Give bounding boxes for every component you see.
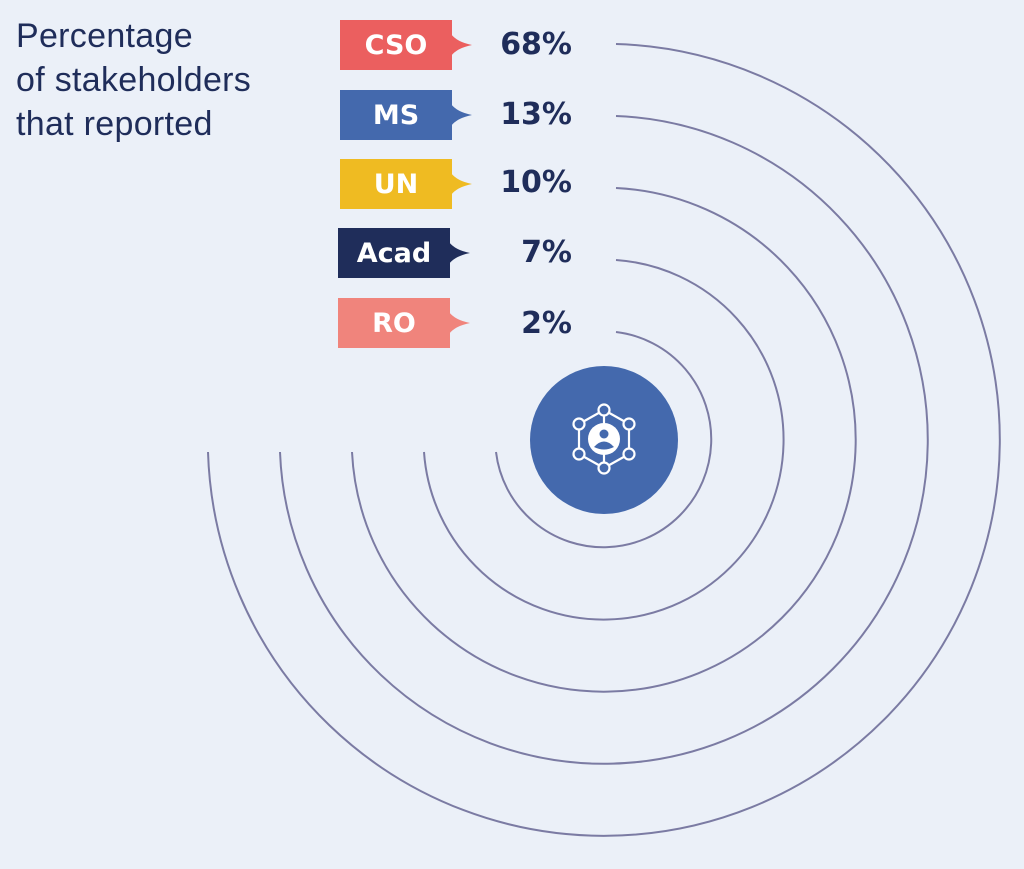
ring-acad (423, 259, 785, 621)
title-line-2: of stakeholders (16, 61, 252, 99)
pointer-un (451, 173, 472, 195)
chart-title: Percentage of stakeholders that reported (16, 14, 251, 146)
title-line-3: that reported (16, 105, 213, 143)
value-ms: 13% (500, 97, 572, 132)
title-line-1: Percentage (16, 17, 193, 55)
value-acad: 7% (521, 235, 572, 270)
ring-ro (495, 331, 713, 549)
label-un: UN (340, 159, 452, 209)
ring-ms (279, 115, 929, 765)
value-un: 10% (500, 165, 572, 200)
value-cso: 68% (500, 27, 572, 62)
ring-un (351, 187, 857, 693)
network-user-icon (572, 403, 636, 475)
pointer-ro (449, 312, 470, 334)
pointer-cso (451, 34, 472, 56)
label-acad: Acad (338, 228, 450, 278)
value-ro: 2% (521, 306, 572, 341)
label-ms: MS (340, 90, 452, 140)
label-ro: RO (338, 298, 450, 348)
pointer-ms (451, 104, 472, 126)
ring-cso (207, 43, 1001, 837)
center-hub (530, 366, 678, 514)
pointer-acad (449, 242, 470, 264)
label-cso: CSO (340, 20, 452, 70)
